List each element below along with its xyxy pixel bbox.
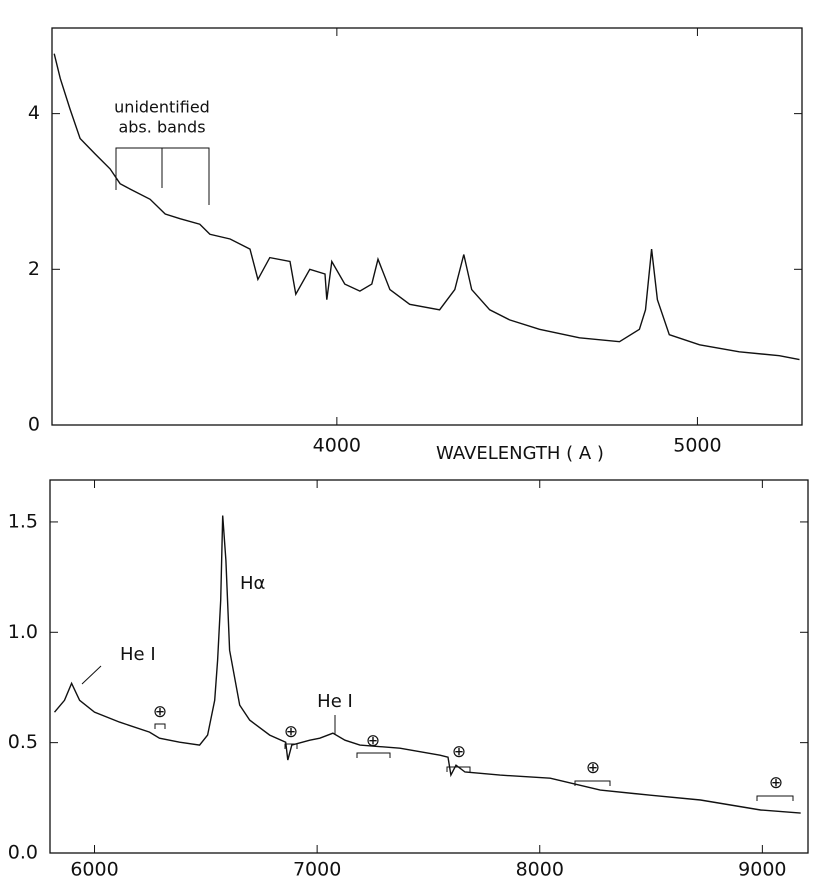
y-tick-label: 2 (28, 258, 40, 280)
bracket (446, 766, 471, 772)
annotation: ⊕ (153, 702, 167, 722)
annotation: ⊕ (586, 758, 600, 778)
y-tick-label: 0.0 (8, 842, 38, 864)
bracket (154, 723, 166, 729)
bracket (356, 752, 391, 758)
y-tick-label: 4 (28, 102, 40, 124)
y-tick-label: 0 (28, 414, 40, 436)
annotation: He I (120, 644, 156, 665)
annotation: ⊕ (284, 722, 298, 742)
annotation: ⊕ (366, 731, 380, 751)
x-tick-label: 5000 (673, 435, 721, 457)
annotation: ⊕ (769, 773, 783, 793)
annotation: ⊕ (452, 742, 466, 762)
bracket (284, 743, 298, 749)
bracket (574, 780, 611, 786)
x-tick-label: 6000 (70, 859, 118, 881)
y-tick-label: 0.5 (8, 731, 38, 753)
plot-frame (51, 27, 803, 426)
x-tick-label: 9000 (738, 859, 786, 881)
annotation: He I (317, 691, 353, 712)
annotation: unidentified (114, 98, 210, 117)
spectrum (53, 515, 801, 814)
annotation: abs. bands (118, 118, 205, 137)
annotation: Hα (240, 573, 265, 594)
pointer (81, 665, 102, 685)
plot-frame (49, 479, 809, 854)
x-tick-label: 8000 (516, 859, 564, 881)
y-tick-label: 1.0 (8, 621, 38, 643)
bracket (115, 147, 210, 205)
bracket (756, 795, 794, 801)
spectrum (53, 53, 800, 361)
x-tick-label: 4000 (313, 435, 361, 457)
y-tick-label: 1.5 (8, 510, 38, 532)
x-tick-label: 7000 (293, 859, 341, 881)
x-axis-label: WAVELENGTH ( A ) (436, 443, 604, 464)
